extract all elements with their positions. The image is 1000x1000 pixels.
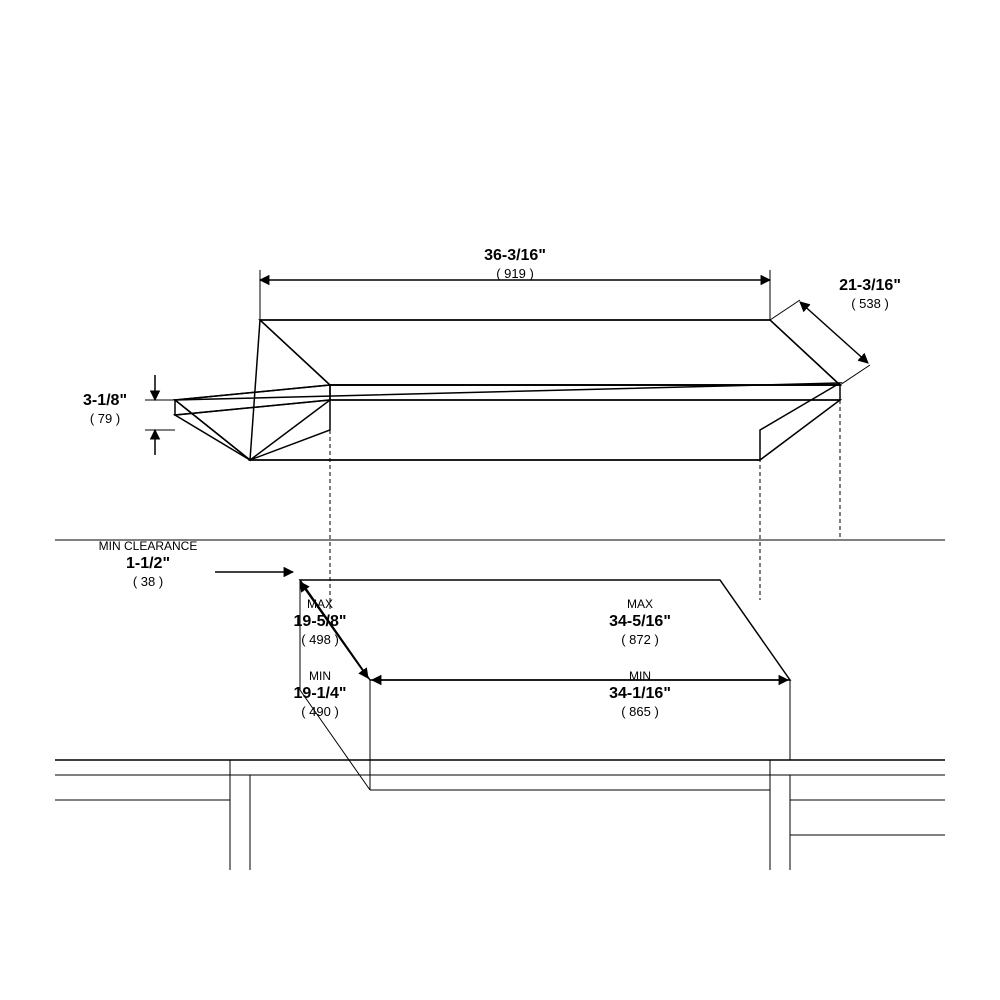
- cut-depth-min-label: MIN: [309, 669, 331, 683]
- dim-height-imperial: 3-1/8": [83, 392, 127, 409]
- dim-cutout-width: MAX 34-5/16" ( 872 ) MIN 34-1/16" ( 865 …: [372, 597, 788, 719]
- dim-cutout-depth: MAX 19-5/8" ( 498 ) MIN 19-1/4" ( 490 ): [294, 582, 368, 719]
- cutout-opening: [300, 580, 790, 790]
- dim-clearance-imperial: 1-1/2": [126, 555, 170, 572]
- cut-width-max-label: MAX: [627, 597, 653, 611]
- dim-depth-imperial: 21-3/16": [839, 277, 901, 294]
- dim-depth-metric: ( 538 ): [851, 296, 889, 311]
- cut-depth-min-imperial: 19-1/4": [294, 685, 347, 702]
- dim-clearance-metric: ( 38 ): [133, 574, 163, 589]
- cut-depth-max-metric: ( 498 ): [301, 632, 339, 647]
- cut-width-max-imperial: 34-5/16": [609, 613, 671, 630]
- dim-height: 3-1/8" ( 79 ): [83, 375, 175, 455]
- dim-height-metric: ( 79 ): [90, 411, 120, 426]
- cut-depth-min-metric: ( 490 ): [301, 704, 339, 719]
- dim-width: 36-3/16" ( 919 ): [260, 247, 770, 320]
- cut-width-min-label: MIN: [629, 669, 651, 683]
- dim-clearance: MIN CLEARANCE 1-1/2" ( 38 ): [99, 539, 293, 589]
- dimension-diagram: 36-3/16" ( 919 ) 21-3/16" ( 538 ) 3-1/8"…: [0, 0, 1000, 1000]
- dim-depth: 21-3/16" ( 538 ): [770, 277, 901, 385]
- cut-depth-max-label: MAX: [307, 597, 333, 611]
- cooktop-body: [175, 320, 840, 460]
- dim-width-imperial: 36-3/16": [484, 247, 546, 264]
- dim-width-metric: ( 919 ): [496, 266, 534, 281]
- cut-width-min-metric: ( 865 ): [621, 704, 659, 719]
- dim-clearance-label: MIN CLEARANCE: [99, 539, 198, 553]
- countertop-outline: [55, 540, 945, 870]
- cut-depth-max-imperial: 19-5/8": [294, 613, 347, 630]
- cut-width-min-imperial: 34-1/16": [609, 685, 671, 702]
- cut-width-max-metric: ( 872 ): [621, 632, 659, 647]
